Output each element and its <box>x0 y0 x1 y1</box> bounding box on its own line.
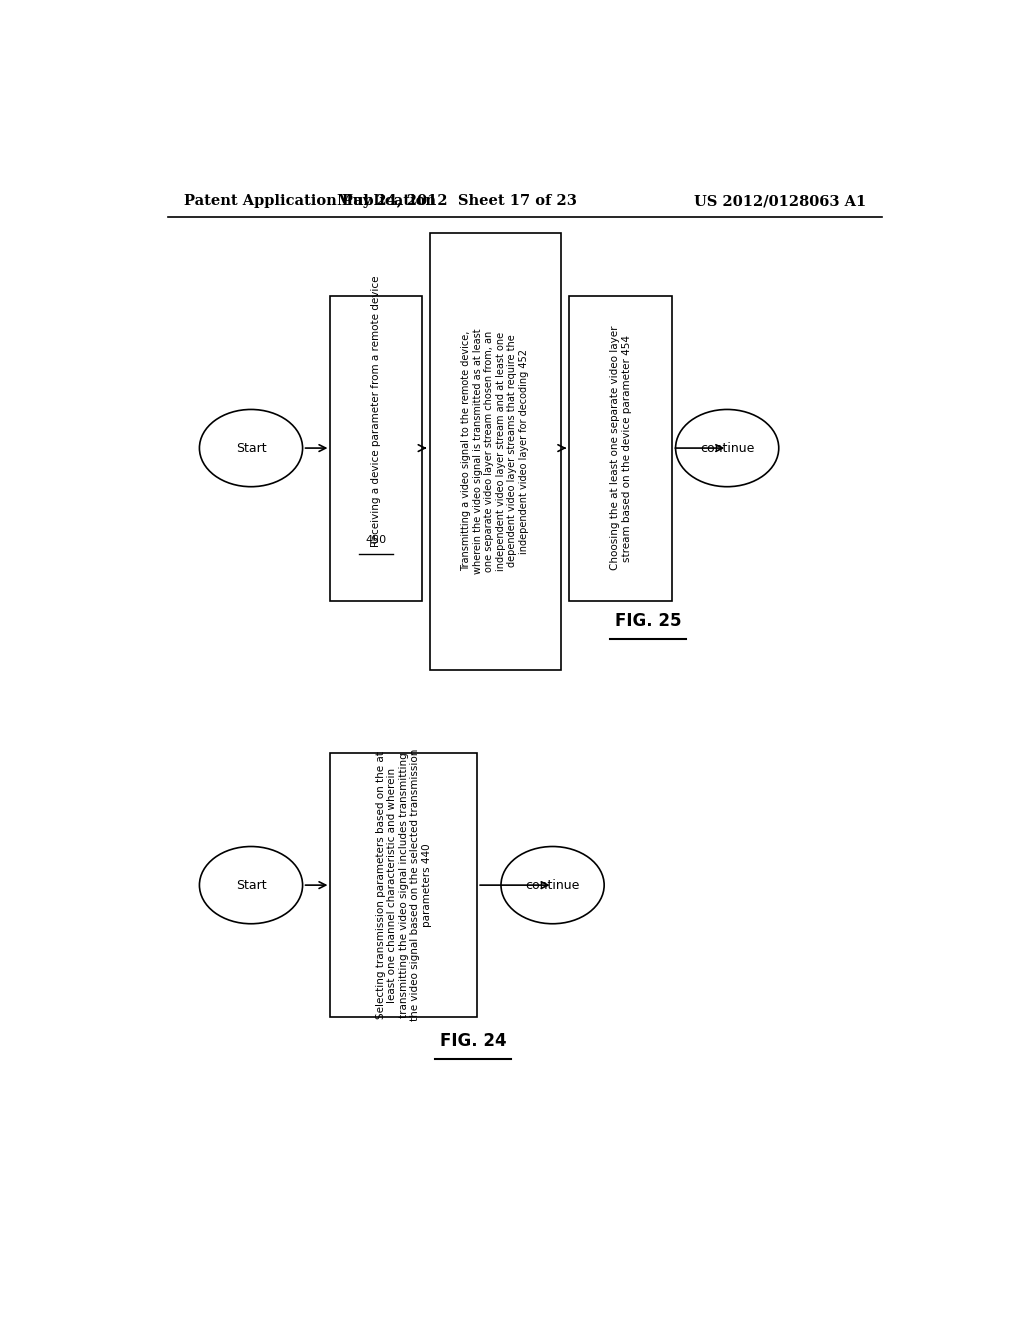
Text: Patent Application Publication: Patent Application Publication <box>183 194 435 209</box>
Text: Choosing the at least one separate video layer
stream based on the device parame: Choosing the at least one separate video… <box>610 326 632 570</box>
Text: continue: continue <box>700 442 755 454</box>
Text: Start: Start <box>236 879 266 891</box>
Text: 450: 450 <box>366 535 387 545</box>
Text: Selecting transmission parameters based on the at
least one channel characterist: Selecting transmission parameters based … <box>376 748 432 1022</box>
Text: Start: Start <box>236 442 266 454</box>
Bar <box>430 232 560 669</box>
Bar <box>331 752 477 1018</box>
Text: FIG. 24: FIG. 24 <box>440 1032 507 1049</box>
Bar <box>331 296 422 601</box>
Text: FIG. 25: FIG. 25 <box>614 612 681 630</box>
Bar <box>569 296 673 601</box>
Text: Transmitting a video signal to the remote device,
wherein the video signal is tr: Transmitting a video signal to the remot… <box>461 329 529 574</box>
Text: continue: continue <box>525 879 580 891</box>
Text: May 24, 2012  Sheet 17 of 23: May 24, 2012 Sheet 17 of 23 <box>337 194 578 209</box>
Text: Receiving a device parameter from a remote device: Receiving a device parameter from a remo… <box>371 276 381 548</box>
Text: US 2012/0128063 A1: US 2012/0128063 A1 <box>694 194 866 209</box>
